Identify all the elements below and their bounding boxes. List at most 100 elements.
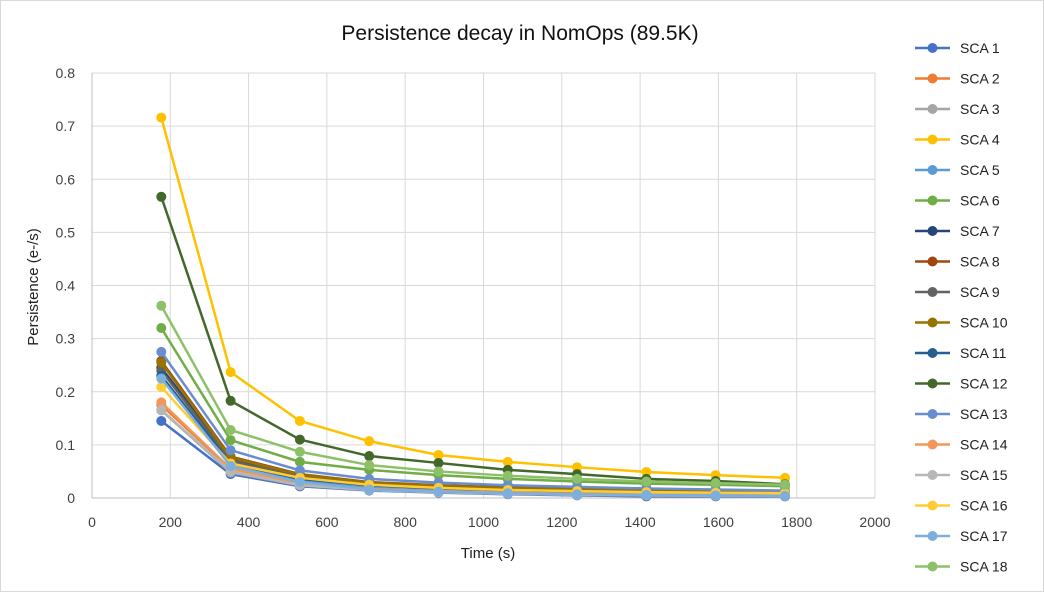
legend-label: SCA 11 <box>960 345 1007 361</box>
data-point <box>156 404 167 415</box>
data-point <box>502 488 513 499</box>
y-tick-label: 0.5 <box>56 224 76 240</box>
legend-label: SCA 6 <box>960 193 1000 209</box>
x-tick-label: 800 <box>394 514 418 530</box>
legend-label: SCA 12 <box>960 376 1008 392</box>
data-point <box>779 479 790 490</box>
legend-marker <box>927 134 938 145</box>
data-point <box>294 477 305 488</box>
legend-item: SCA 3 <box>915 101 1000 117</box>
y-tick-label: 0.8 <box>56 65 76 81</box>
legend-item: SCA 5 <box>915 162 1000 178</box>
data-point <box>433 449 444 460</box>
legend-marker <box>927 470 938 480</box>
series-line <box>160 386 785 495</box>
data-point <box>779 490 790 501</box>
series-line <box>160 377 785 498</box>
legend-item: SCA 11 <box>915 345 1007 361</box>
data-point <box>502 470 513 481</box>
data-point <box>225 367 236 378</box>
data-point <box>225 461 236 472</box>
data-point <box>710 478 721 489</box>
series-line <box>160 305 785 486</box>
legend-item: SCA 17 <box>915 528 1008 544</box>
data-point <box>156 323 167 333</box>
legend-item: SCA 1 <box>915 40 1000 56</box>
y-tick-label: 0.1 <box>56 437 76 453</box>
series-sca-18 <box>156 300 790 490</box>
data-point <box>294 415 305 426</box>
data-point <box>364 460 375 471</box>
legend-label: SCA 5 <box>960 162 1000 178</box>
data-point <box>433 457 444 468</box>
data-point <box>225 435 236 446</box>
data-point <box>641 489 652 500</box>
gridlines <box>91 72 876 499</box>
legend-label: SCA 7 <box>960 223 1000 239</box>
legend-label: SCA 2 <box>960 71 1000 87</box>
data-point <box>156 397 167 408</box>
series-line <box>160 117 786 480</box>
series-group <box>156 112 790 502</box>
data-point <box>156 381 167 392</box>
legend-item: SCA 6 <box>915 193 1000 209</box>
data-point <box>572 473 583 484</box>
legend-item: SCA 2 <box>915 71 1000 87</box>
data-point <box>572 462 583 473</box>
data-point <box>225 445 236 456</box>
legend-item: SCA 18 <box>915 559 1008 575</box>
data-point <box>641 476 652 487</box>
legend-marker <box>927 439 938 450</box>
y-tick-label: 0.3 <box>56 331 76 347</box>
legend-label: SCA 14 <box>960 437 1008 453</box>
data-point <box>156 191 167 202</box>
data-point <box>294 434 305 445</box>
data-point <box>156 300 167 311</box>
x-axis-label: Time (s) <box>461 545 515 562</box>
legend-item: SCA 7 <box>915 223 1000 239</box>
x-tick-label: 600 <box>315 514 339 530</box>
y-axis-label: Persistence (e-/s) <box>25 228 42 346</box>
legend-item: SCA 15 <box>915 467 1008 483</box>
x-tick-label: 0 <box>88 514 96 530</box>
series-line <box>160 196 786 486</box>
legend-marker <box>927 531 938 541</box>
legend-marker <box>927 317 938 328</box>
y-tick-label: 0 <box>67 490 75 506</box>
data-point <box>156 112 167 123</box>
legend-marker <box>927 195 938 206</box>
legend-label: SCA 18 <box>960 559 1008 575</box>
data-point <box>572 489 583 500</box>
legend-marker <box>927 287 938 297</box>
series-line <box>160 327 785 488</box>
legend-item: SCA 13 <box>915 406 1008 422</box>
legend-item: SCA 12 <box>915 376 1008 392</box>
data-point <box>156 357 167 368</box>
series-line <box>160 351 785 492</box>
legend-item: SCA 14 <box>915 437 1008 453</box>
legend-marker <box>927 409 938 419</box>
y-tick-label: 0.2 <box>56 384 76 400</box>
legend-label: SCA 15 <box>960 467 1008 483</box>
tick-labels: 0 200 400 600 800 1000 1200 1400 1600 1800 2000 0 0.… <box>56 65 891 530</box>
data-point <box>156 373 167 384</box>
y-tick-label: 0.6 <box>56 171 76 187</box>
data-point <box>294 456 305 467</box>
legend-marker <box>927 165 938 175</box>
data-point <box>294 446 305 457</box>
x-tick-label: 400 <box>237 514 261 530</box>
legend-marker <box>927 43 938 53</box>
series-sca-17 <box>156 373 790 501</box>
legend-marker <box>927 500 938 511</box>
legend-marker <box>927 256 938 267</box>
y-tick-label: 0.4 <box>56 278 76 294</box>
legend-label: SCA 9 <box>960 284 1000 300</box>
data-point <box>364 451 375 462</box>
data-point <box>156 415 167 426</box>
x-tick-label: 2000 <box>859 514 890 530</box>
legend-marker <box>927 561 938 572</box>
data-point <box>225 395 236 406</box>
data-point <box>156 346 167 357</box>
